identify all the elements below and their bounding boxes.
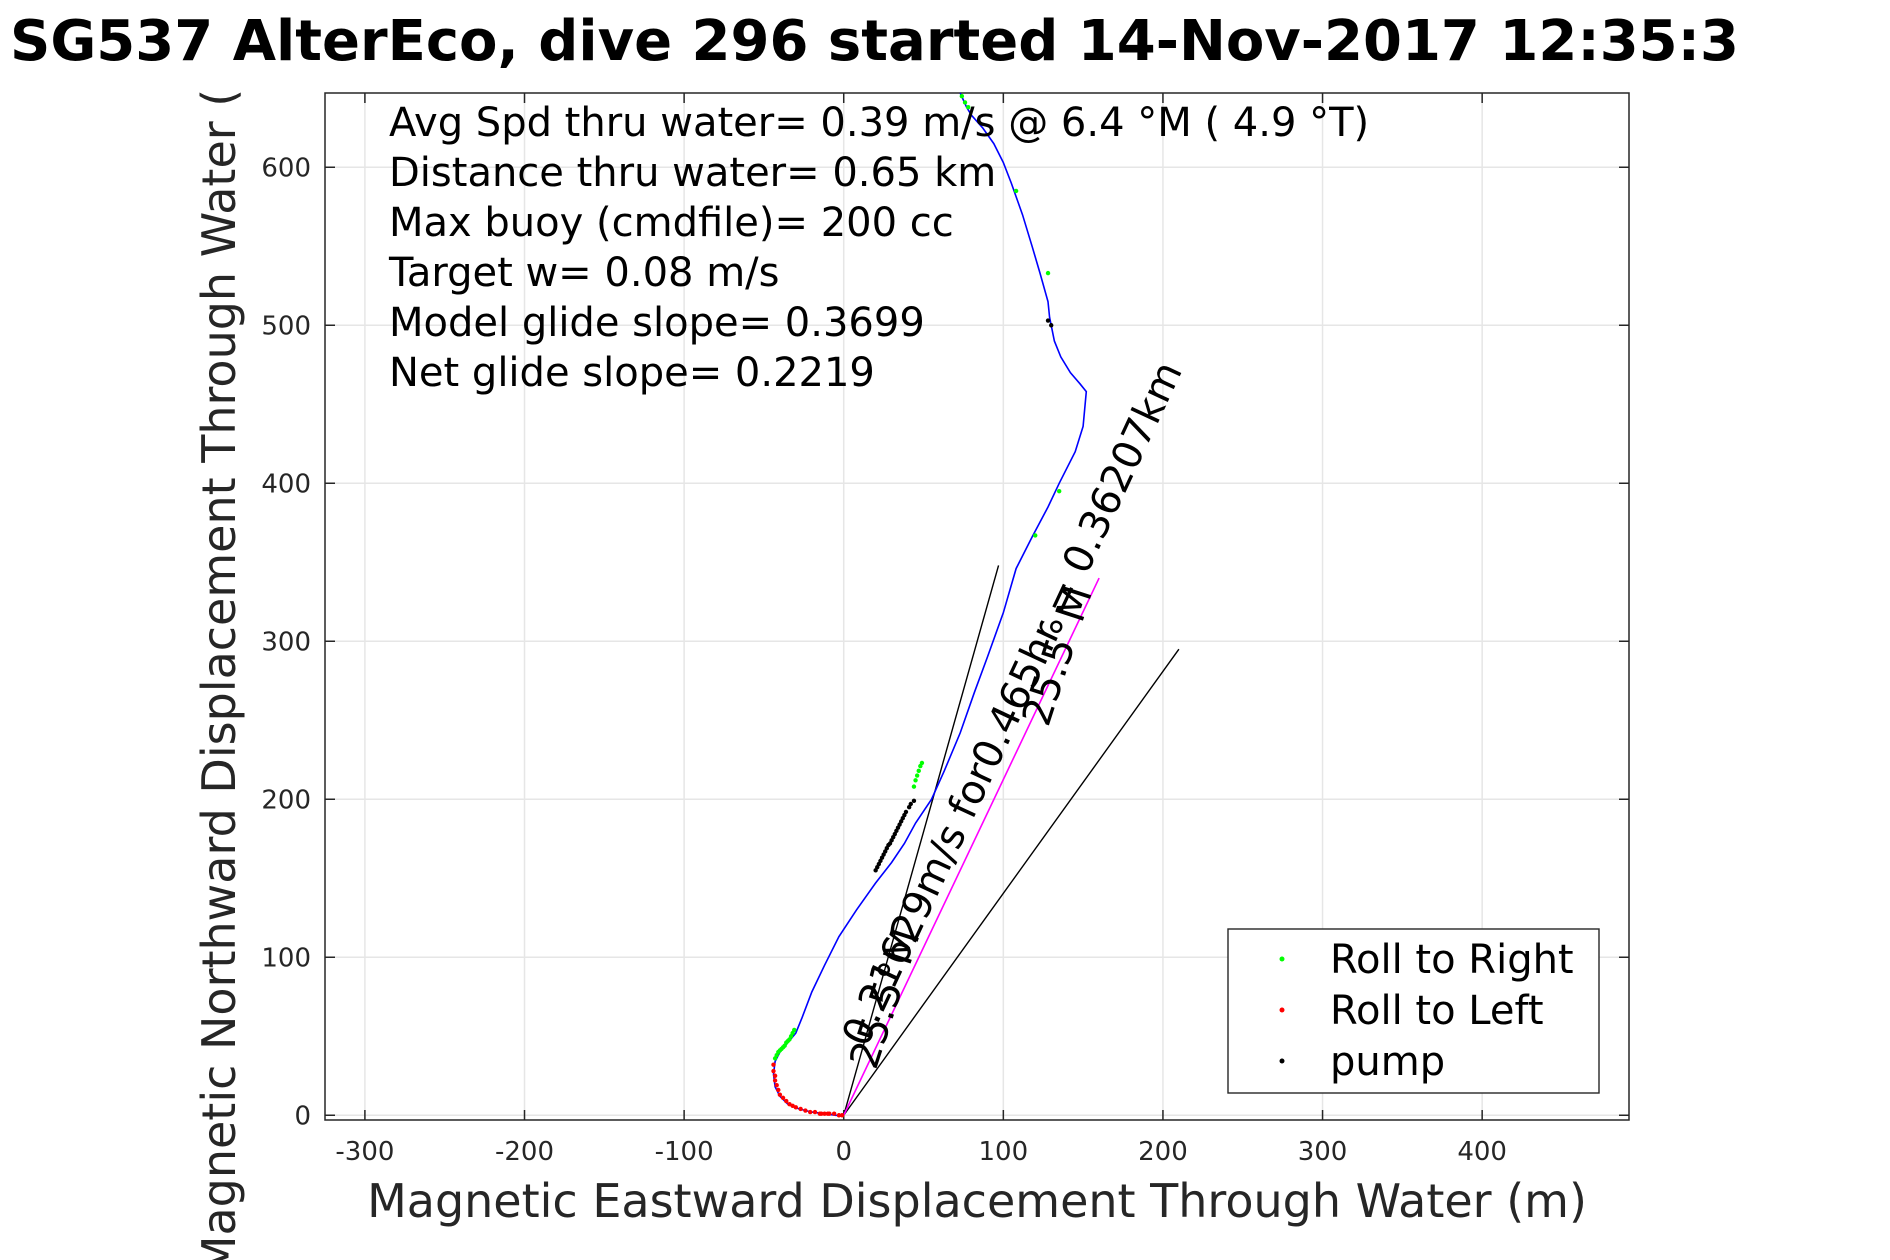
pump-point [1049, 323, 1054, 328]
x-tick-label: -300 [335, 1137, 394, 1167]
x-tick-label: -200 [495, 1137, 554, 1167]
stat-line: Max buoy (cmdfile)= 200 cc [389, 200, 954, 246]
legend-label: Roll to Right [1330, 937, 1574, 983]
pump-point [911, 798, 917, 804]
pump-point [908, 801, 913, 807]
legend-marker [1279, 956, 1285, 962]
stat-line: Avg Spd thru water= 0.39 m/s @ 6.4 °M ( … [389, 100, 1369, 146]
legend-label: pump [1330, 1039, 1445, 1085]
y-tick-label: 300 [261, 627, 311, 657]
axes-box [324, 92, 1630, 1121]
roll-left-point [825, 1111, 830, 1116]
roll-left-point [831, 1111, 837, 1116]
y-tick-label: 500 [261, 311, 311, 341]
y-tick-label: 100 [261, 943, 311, 973]
roll-right-point [919, 760, 925, 766]
stats-block: Avg Spd thru water= 0.39 m/s @ 6.4 °M ( … [388, 100, 1369, 396]
roll-left-point [839, 1113, 845, 1118]
legend-box [1227, 928, 1600, 1094]
roll-left-point [780, 1095, 786, 1101]
legend: Roll to Right Roll to Left pump [1227, 928, 1600, 1094]
plot-marks [771, 92, 1180, 1118]
roll-right-point [916, 768, 921, 774]
y-axis-label: Magnetic Northward Displacement Through … [192, 89, 246, 1260]
x-axis-label: Magnetic Eastward Displacement Through W… [367, 1174, 1587, 1228]
x-tick-label: 400 [1457, 1137, 1507, 1167]
roll-left-point [808, 1109, 813, 1115]
roll-right-point [792, 1027, 797, 1033]
roll-right-point [966, 105, 971, 110]
roll-left-point [771, 1068, 776, 1074]
y-tick-label: 600 [261, 153, 311, 183]
x-tick-label: 200 [1138, 1137, 1188, 1167]
x-tick-label: -100 [655, 1137, 714, 1167]
reference-line [843, 648, 1180, 1116]
chart-title: SG537 AlterEco, dive 296 started 14-Nov-… [10, 9, 1739, 74]
roll-left-point [784, 1098, 789, 1104]
reference-line [843, 565, 1000, 1116]
pump-point [1045, 318, 1051, 323]
stat-line: Model glide slope= 0.3699 [389, 300, 925, 346]
x-tick-label: 100 [979, 1137, 1029, 1167]
y-tick-label: 200 [261, 785, 311, 815]
roll-right-point [1045, 270, 1051, 276]
roll-left-point [772, 1078, 778, 1083]
reference-line [843, 577, 1100, 1116]
y-tick-label: 0 [294, 1101, 311, 1131]
roll-right-point [1013, 188, 1019, 194]
stat-line: Distance thru water= 0.65 km [389, 150, 996, 196]
axis-ticks: -300 -200 -100 0 100 200 300 400 0 100 200 300 400 50… [261, 93, 1629, 1167]
roll-right-point [962, 100, 968, 105]
roll-left-point [803, 1108, 808, 1113]
roll-left-point [819, 1111, 824, 1116]
legend-marker [1279, 1007, 1285, 1013]
stat-line: Target w= 0.08 m/s [388, 250, 779, 296]
x-tick-label: 300 [1298, 1137, 1348, 1167]
roll-left-point [822, 1111, 827, 1116]
roll-right-point [911, 784, 917, 789]
roll-left-point [776, 1087, 781, 1093]
legend-label: Roll to Left [1330, 988, 1544, 1034]
pump-point [903, 809, 909, 815]
track-line [772, 92, 1088, 1117]
roll-right-point [1056, 488, 1062, 494]
roll-left-point [771, 1062, 776, 1067]
roll-right-point [914, 773, 920, 778]
roll-left-point [777, 1092, 783, 1097]
roll-left-point [772, 1073, 778, 1078]
stat-line: Net glide slope= 0.2219 [389, 350, 875, 396]
legend-marker [1279, 1058, 1285, 1064]
roll-left-point [798, 1106, 803, 1112]
roll-left-point [812, 1109, 818, 1115]
roll-right-point [1033, 533, 1038, 538]
y-tick-label: 400 [261, 469, 311, 499]
x-tick-label: 0 [835, 1137, 852, 1167]
roll-right-point [959, 93, 965, 99]
roll-left-point [836, 1113, 842, 1118]
roll-right-point [913, 778, 918, 783]
roll-left-point [774, 1083, 779, 1088]
roll-left-point [793, 1105, 799, 1110]
